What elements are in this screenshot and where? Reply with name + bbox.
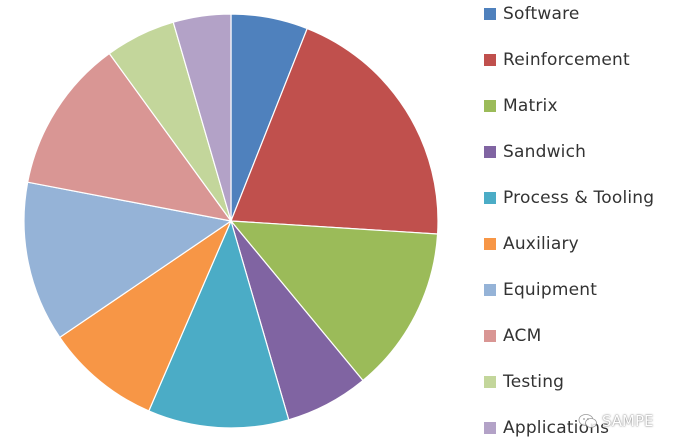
legend-label-reinforcement: Reinforcement: [503, 50, 630, 70]
legend-label-software: Software: [503, 4, 580, 24]
legend-item-acm: ACM: [484, 325, 541, 347]
legend-swatch-process-tooling: [484, 192, 496, 204]
pie-slice-applications: [172, 13, 232, 222]
legend-swatch-reinforcement: [484, 54, 496, 66]
legend-swatch-matrix: [484, 100, 496, 112]
wechat-icon: [578, 414, 597, 428]
pie-slice-auxiliary: [58, 219, 233, 412]
legend-item-software: Software: [484, 3, 580, 25]
watermark: SAMPE: [578, 412, 654, 430]
pie-slice-matrix: [229, 220, 439, 382]
watermark-text: SAMPE: [602, 412, 654, 430]
legend-label-auxiliary: Auxiliary: [503, 234, 579, 254]
legend-label-testing: Testing: [503, 372, 565, 392]
legend-swatch-auxiliary: [484, 238, 496, 250]
legend-label-acm: ACM: [503, 326, 542, 346]
legend-swatch-testing: [484, 376, 496, 388]
legend-label-equipment: Equipment: [503, 280, 598, 300]
pie-slice-process-tooling: [148, 219, 290, 429]
legend-item-testing: Testing: [484, 371, 564, 393]
legend-item-equipment: Equipment: [484, 279, 597, 301]
legend-item-matrix: Matrix: [484, 95, 558, 117]
legend-swatch-software: [484, 8, 496, 20]
legend-label-process-tooling: Process & Tooling: [503, 188, 655, 208]
legend-swatch-acm: [484, 330, 496, 342]
legend: Software Reinforcement Matrix Sandwich Proce…: [484, 0, 674, 438]
pie-slice-reinforcement: [230, 27, 439, 235]
legend-item-reinforcement: Reinforcement: [484, 49, 630, 71]
legend-swatch-sandwich: [484, 146, 496, 158]
legend-item-process-tooling: Process & Tooling: [484, 187, 654, 209]
legend-swatch-equipment: [484, 284, 496, 296]
legend-item-auxiliary: Auxiliary: [484, 233, 579, 255]
legend-label-sandwich: Sandwich: [503, 142, 587, 162]
legend-swatch-applications: [484, 422, 496, 434]
legend-item-sandwich: Sandwich: [484, 141, 586, 163]
pie-slice-equipment: [23, 181, 233, 339]
pie-slice-acm: [26, 52, 233, 222]
legend-label-matrix: Matrix: [503, 96, 558, 116]
